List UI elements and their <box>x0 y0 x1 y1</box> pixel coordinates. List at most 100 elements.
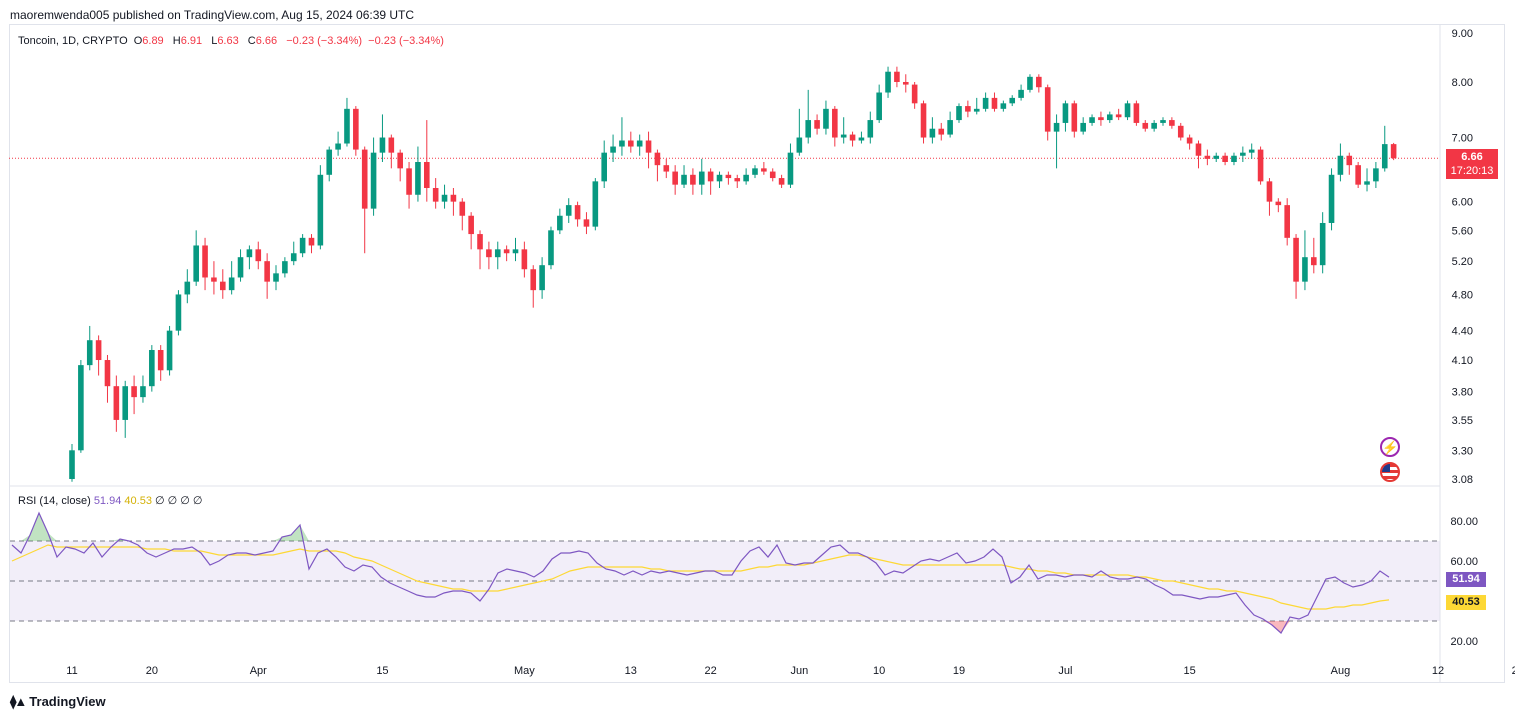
candle-body <box>707 171 714 182</box>
rsi-extra-values: ∅ ∅ ∅ ∅ <box>155 495 203 507</box>
candle-body <box>1000 103 1007 109</box>
bolt-icon[interactable]: ⚡ <box>1380 437 1400 457</box>
candle-body <box>672 171 678 185</box>
rsi-title[interactable]: RSI (14, close) <box>18 495 91 507</box>
candle-body <box>1248 149 1255 153</box>
candle-body <box>592 181 599 227</box>
candle-body <box>583 219 590 227</box>
candle-body <box>273 273 279 282</box>
price-tick-label: 3.30 <box>1452 445 1473 457</box>
candle-body <box>991 97 998 109</box>
candle-body <box>743 174 749 182</box>
rsi-ma-line <box>11 544 1390 610</box>
candle-body <box>681 174 687 185</box>
candle-body <box>1169 120 1175 126</box>
price-tick-label: 4.80 <box>1452 289 1473 301</box>
time-tick-label: 21 <box>1512 665 1515 677</box>
candle-body <box>920 103 927 138</box>
price-tick-label: 5.20 <box>1452 256 1473 268</box>
candle-body <box>353 108 359 150</box>
candle-body <box>521 249 528 270</box>
candle-body <box>911 84 918 104</box>
candle-body <box>1257 149 1264 182</box>
high-label: H <box>172 35 181 47</box>
price-tick-label: 5.60 <box>1452 225 1473 237</box>
candle-body <box>1106 114 1113 121</box>
candle-body <box>787 152 794 185</box>
candle-body <box>424 162 430 189</box>
low-label: L <box>211 35 218 47</box>
axes: 9.00 8.00 7.00 6.00 5.60 5.20 4.80 4.40 4.10 3.80… <box>9 24 1515 683</box>
candle-body <box>539 265 545 291</box>
candle-body <box>1213 155 1220 159</box>
candle-body <box>1275 201 1282 206</box>
candle-body <box>1142 122 1149 129</box>
change-value: −0.23 (−3.34%) <box>286 35 363 47</box>
open-value: 6.89 <box>142 35 164 47</box>
candle-body <box>1044 87 1051 132</box>
us-flag-icon[interactable] <box>1380 462 1400 482</box>
time-tick-label: 20 <box>146 665 158 677</box>
tradingview-logo-icon: ⧫▲ <box>10 694 27 709</box>
candle-body <box>734 178 741 182</box>
candle-body <box>299 237 306 254</box>
candle-body <box>175 294 182 331</box>
candle-body <box>1018 89 1024 98</box>
close-label: C <box>247 35 256 47</box>
candle-body <box>947 120 953 135</box>
rsi-line <box>11 511 1390 634</box>
time-tick-label: 22 <box>705 665 717 677</box>
candle-body <box>166 330 173 371</box>
candle-body <box>636 140 643 147</box>
candle-body <box>610 146 616 153</box>
candle-body <box>965 106 971 112</box>
candle-body <box>308 237 315 246</box>
candle-body <box>654 152 661 166</box>
candle-body <box>805 120 812 138</box>
candle-body <box>131 386 137 398</box>
last-price-tag: 6.66 17:20:13 <box>1446 149 1498 179</box>
candle-body <box>326 149 333 175</box>
time-tick-label: 13 <box>625 665 637 677</box>
time-tick-label: 15 <box>1183 665 1195 677</box>
rsi-pane[interactable] <box>10 511 1440 634</box>
symbol-label[interactable]: Toncoin, 1D, CRYPTO <box>18 35 128 47</box>
candle-body <box>1240 152 1246 156</box>
candle-body <box>1133 103 1140 123</box>
rsi-legend-value: 51.94 <box>93 495 122 507</box>
candle-body <box>202 245 208 278</box>
candle-body <box>938 128 945 135</box>
candle-body <box>317 174 324 246</box>
price-tick-label: 7.00 <box>1452 133 1473 145</box>
candle-body <box>1346 155 1353 166</box>
candle-body <box>1231 155 1237 163</box>
time-tick-label: Jun <box>790 665 808 677</box>
candle-body <box>1009 97 1016 104</box>
candle-body <box>1053 122 1060 132</box>
candle-body <box>104 360 111 387</box>
candle-body <box>530 269 537 291</box>
candle-body <box>86 340 93 366</box>
candle-body <box>1319 222 1326 266</box>
candle-body <box>628 140 634 147</box>
candle-body <box>1080 122 1086 132</box>
candle-body <box>486 249 492 258</box>
candle-body <box>761 168 767 172</box>
candle-body <box>574 205 581 220</box>
price-pane[interactable] <box>9 66 1440 482</box>
time-tick-label: May <box>514 665 535 677</box>
candle-body <box>1337 155 1344 175</box>
candle-body <box>1302 257 1308 282</box>
brand-name: TradingView <box>29 694 106 709</box>
candle-body <box>690 174 696 185</box>
candle-body <box>1115 114 1122 118</box>
candle-body <box>1071 103 1078 132</box>
price-legend: Toncoin, 1D, CRYPTO O6.89 H6.91 L6.63 C6… <box>18 35 447 47</box>
tradingview-logo[interactable]: ⧫▲ TradingView <box>10 694 106 710</box>
rsi-tick-label: 60.00 <box>1450 556 1478 568</box>
candle-body <box>450 194 457 202</box>
rsi-ma-legend-value: 40.53 <box>124 495 152 507</box>
time-tick-label: 19 <box>953 665 965 677</box>
candle-body <box>1390 144 1397 159</box>
